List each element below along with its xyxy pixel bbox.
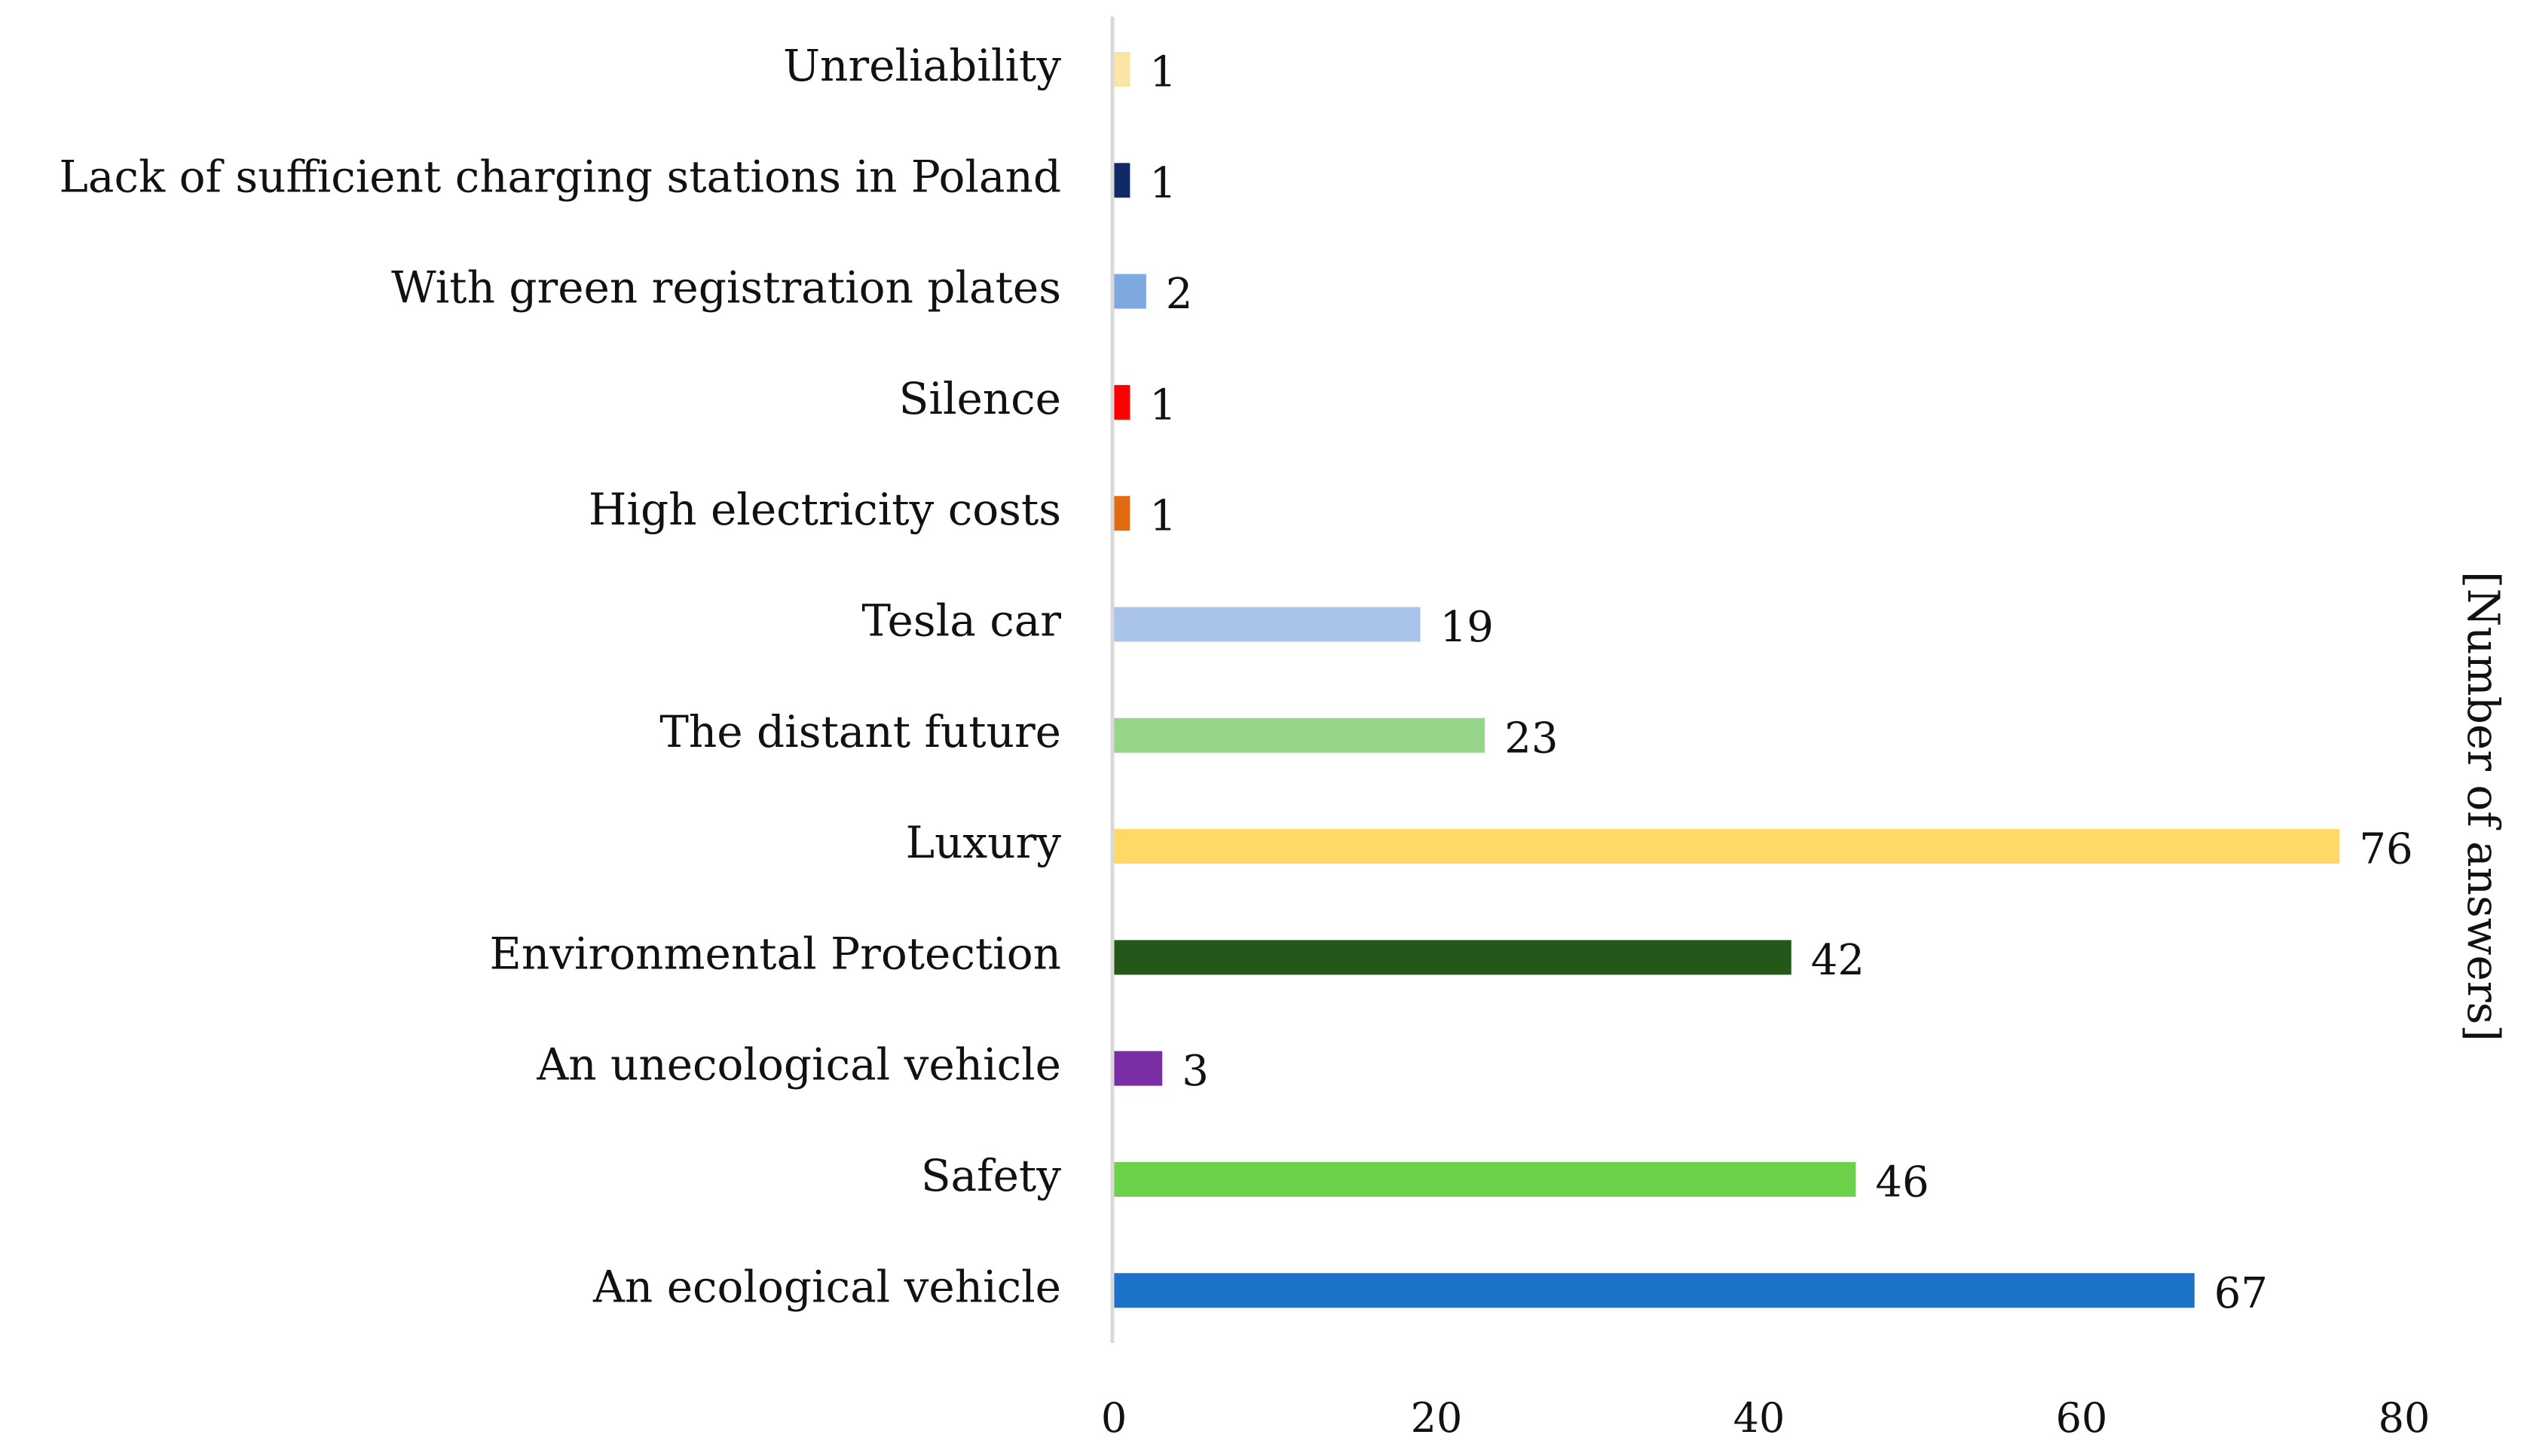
data-label: 23 xyxy=(1504,714,1558,763)
category-label: Luxury xyxy=(906,817,1062,868)
bar xyxy=(1114,52,1130,87)
category-label: Unreliability xyxy=(783,40,1061,91)
category-label: Lack of sufficient charging stations in … xyxy=(59,151,1061,202)
category-label: Safety xyxy=(921,1150,1061,1201)
bar xyxy=(1114,1051,1163,1086)
x-tick-label: 40 xyxy=(1733,1394,1785,1442)
bar xyxy=(1114,829,2340,864)
x-tick-label: 20 xyxy=(1411,1394,1463,1442)
x-axis-tick-labels: 0 20 40 60 80 xyxy=(1101,1394,2431,1442)
x-tick-label: 0 xyxy=(1101,1394,1127,1442)
bar xyxy=(1114,1162,1856,1197)
axis-title: [Number of answers] xyxy=(2458,571,2509,1042)
bar xyxy=(1114,496,1130,531)
data-label: 1 xyxy=(1149,159,1176,208)
bar xyxy=(1114,940,1791,975)
category-label: An ecological vehicle xyxy=(592,1261,1061,1312)
category-label: With green registration plates xyxy=(391,262,1061,314)
category-label: Silence xyxy=(899,373,1061,424)
bar xyxy=(1114,384,1130,420)
data-label: 19 xyxy=(1440,603,1494,652)
bar xyxy=(1114,607,1421,642)
category-label: Tesla car xyxy=(861,595,1061,647)
data-label: 1 xyxy=(1149,48,1176,97)
data-label: 3 xyxy=(1182,1047,1209,1096)
data-labels: 1 1 2 1 1 19 23 76 42 3 46 67 xyxy=(1149,48,2412,1318)
data-label: 76 xyxy=(2359,825,2412,874)
data-label: 1 xyxy=(1149,492,1176,541)
category-label: An unecological vehicle xyxy=(536,1039,1061,1090)
bar xyxy=(1114,274,1146,309)
data-label: 67 xyxy=(2214,1269,2268,1318)
category-labels: Unreliability Lack of sufficient charging… xyxy=(59,40,1061,1312)
x-tick-label: 80 xyxy=(2379,1394,2431,1442)
data-label: 1 xyxy=(1149,381,1176,430)
bars xyxy=(1114,52,2340,1308)
bar xyxy=(1114,717,1485,753)
category-label: Environmental Protection xyxy=(490,928,1061,979)
data-label: 2 xyxy=(1166,270,1193,319)
data-label: 42 xyxy=(1811,936,1865,985)
bar xyxy=(1114,1273,2195,1308)
bar xyxy=(1114,163,1130,198)
data-label: 46 xyxy=(1875,1158,1929,1207)
x-tick-label: 60 xyxy=(2056,1394,2108,1442)
category-label: High electricity costs xyxy=(589,484,1061,535)
category-label: The distant future xyxy=(659,706,1061,757)
